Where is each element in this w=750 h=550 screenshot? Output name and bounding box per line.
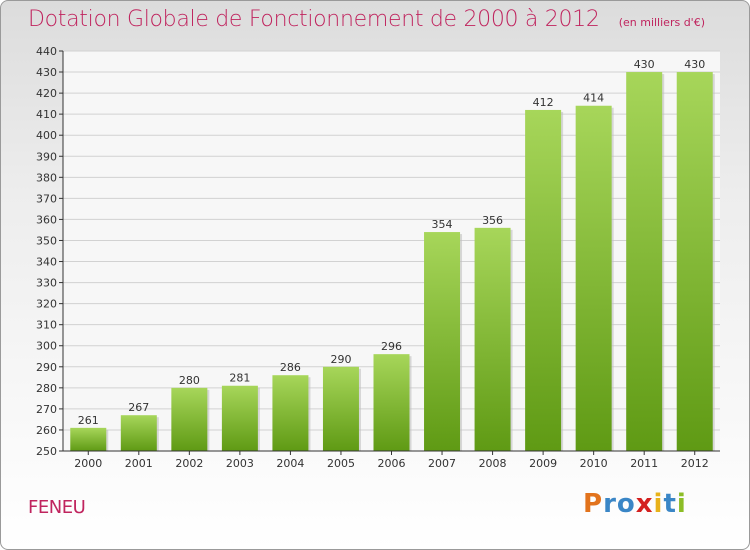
x-tick-label: 2006 [378, 457, 406, 470]
bar [171, 387, 208, 451]
bar [221, 385, 258, 451]
bar [424, 232, 461, 451]
data-label: 261 [78, 414, 99, 427]
x-tick-label: 2011 [630, 457, 658, 470]
y-tick-label: 440 [36, 45, 57, 58]
logo-letter: x [635, 489, 654, 519]
bar [626, 72, 663, 451]
y-tick-label: 310 [36, 319, 57, 332]
x-tick-label: 2012 [681, 457, 709, 470]
x-tick-label: 2001 [125, 457, 153, 470]
y-tick-label: 280 [36, 382, 57, 395]
logo-letter: t [663, 489, 677, 519]
y-tick-label: 400 [36, 129, 57, 142]
y-tick-label: 360 [36, 213, 57, 226]
x-tick-label: 2002 [175, 457, 203, 470]
data-label: 286 [280, 361, 301, 374]
y-tick-label: 330 [36, 277, 57, 290]
y-tick-label: 270 [36, 403, 57, 416]
data-label: 281 [229, 372, 250, 385]
bar [373, 354, 410, 451]
data-label: 430 [684, 58, 705, 71]
chart-subtitle: (en milliers d'€) [618, 16, 705, 29]
data-label: 280 [179, 374, 200, 387]
y-tick-label: 290 [36, 361, 57, 374]
logo-letter: P [583, 489, 604, 519]
y-tick-label: 420 [36, 87, 57, 100]
x-tick-label: 2005 [327, 457, 355, 470]
logo-letter: r [603, 489, 617, 519]
y-tick-label: 390 [36, 150, 57, 163]
x-tick-label: 2008 [479, 457, 507, 470]
data-label: 296 [381, 340, 402, 353]
logo-letter: i [676, 489, 687, 519]
x-tick-label: 2004 [276, 457, 304, 470]
data-label: 354 [432, 218, 453, 231]
bar [70, 427, 107, 451]
y-tick-label: 320 [36, 298, 57, 311]
logo-letter: i [653, 489, 664, 519]
x-tick-label: 2000 [74, 457, 102, 470]
y-tick-label: 380 [36, 171, 57, 184]
bar [322, 366, 359, 451]
y-tick-label: 410 [36, 108, 57, 121]
y-tick-label: 370 [36, 192, 57, 205]
title-row: Dotation Globale de Fonctionnement de 20… [28, 7, 705, 32]
bar [474, 227, 511, 451]
data-label: 290 [330, 353, 351, 366]
y-tick-label: 350 [36, 234, 57, 247]
y-tick-label: 260 [36, 424, 57, 437]
proxiti-logo: Proxiti [583, 489, 687, 519]
y-tick-label: 340 [36, 256, 57, 269]
logo-letter: o [616, 489, 636, 519]
axes: 250 260 270 280 290 300 310 320 330 340 350 360 370 3… [36, 45, 720, 470]
data-label: 412 [533, 96, 554, 109]
bar [120, 415, 157, 451]
bars: 261 267 280 281 286 290 296 354 356 412 414 430 430 [70, 58, 715, 452]
bar [272, 375, 309, 451]
commune-name: FENEU [28, 497, 86, 518]
data-label: 356 [482, 214, 503, 227]
bar [575, 105, 612, 451]
data-label: 430 [634, 58, 655, 71]
x-tick-label: 2007 [428, 457, 456, 470]
x-tick-label: 2003 [226, 457, 254, 470]
chart-title: Dotation Globale de Fonctionnement de 20… [28, 7, 600, 32]
bar [676, 72, 713, 451]
y-tick-label: 300 [36, 340, 57, 353]
bar [525, 109, 562, 452]
y-tick-label: 250 [36, 445, 57, 458]
data-label: 414 [583, 92, 604, 105]
x-tick-label: 2010 [580, 457, 608, 470]
data-label: 267 [128, 401, 149, 414]
y-tick-label: 430 [36, 66, 57, 79]
x-tick-label: 2009 [529, 457, 557, 470]
